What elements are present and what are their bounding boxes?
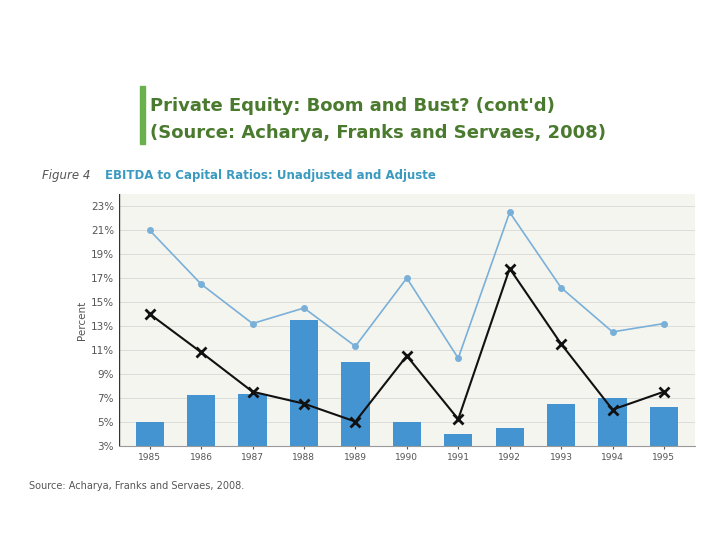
Bar bbox=[547, 404, 575, 481]
Bar bbox=[187, 395, 215, 481]
Text: Figure 4: Figure 4 bbox=[42, 169, 91, 182]
Bar bbox=[140, 85, 145, 144]
Bar bbox=[135, 422, 164, 481]
Bar bbox=[341, 362, 369, 481]
Text: Source: Acharya, Franks and Servaes, 2008.: Source: Acharya, Franks and Servaes, 200… bbox=[29, 481, 244, 491]
Bar bbox=[650, 407, 678, 481]
Text: 27: 27 bbox=[657, 516, 675, 529]
Bar bbox=[444, 434, 472, 481]
Text: EBITDA to Capital Ratios: Unadjusted and Adjuste: EBITDA to Capital Ratios: Unadjusted and… bbox=[105, 169, 436, 182]
Text: (Source: Acharya, Franks and Servaes, 2008): (Source: Acharya, Franks and Servaes, 20… bbox=[150, 124, 606, 142]
Bar bbox=[238, 394, 266, 481]
Bar bbox=[495, 428, 523, 481]
Bar bbox=[598, 397, 626, 481]
Y-axis label: Percent: Percent bbox=[76, 300, 86, 340]
Text: Private Equity: Boom and Bust? (cont'd): Private Equity: Boom and Bust? (cont'd) bbox=[150, 97, 554, 116]
Bar bbox=[289, 320, 318, 481]
Bar bbox=[392, 422, 421, 481]
